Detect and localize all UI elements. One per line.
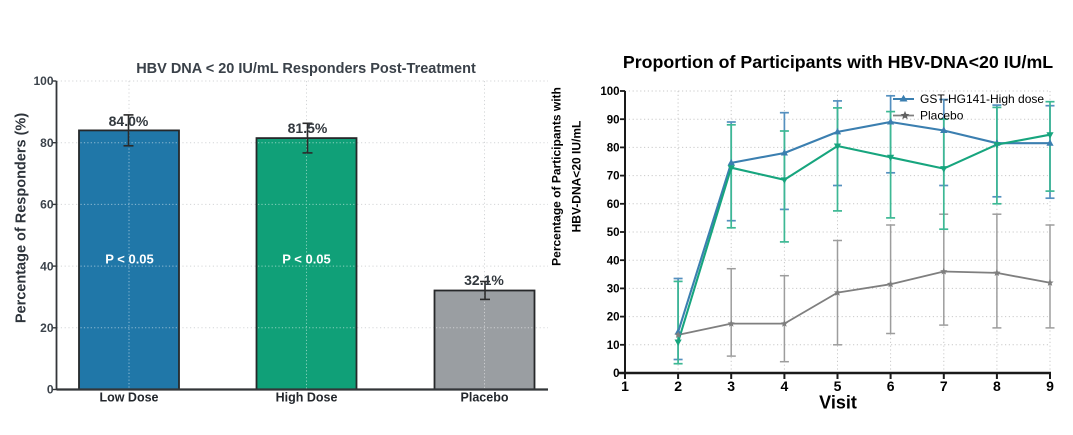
svg-text:90: 90 — [607, 114, 620, 126]
svg-text:3: 3 — [727, 378, 735, 394]
svg-text:High Dose: High Dose — [276, 391, 338, 405]
svg-text:50: 50 — [607, 227, 620, 239]
svg-text:100: 100 — [33, 74, 53, 88]
svg-text:Placebo: Placebo — [461, 391, 509, 405]
svg-text:20: 20 — [40, 321, 54, 335]
svg-text:32.1%: 32.1% — [464, 272, 504, 288]
svg-text:100: 100 — [600, 86, 619, 98]
svg-text:P < 0.05: P < 0.05 — [282, 252, 331, 267]
svg-text:0: 0 — [613, 368, 619, 380]
svg-text:40: 40 — [607, 255, 620, 267]
svg-text:2: 2 — [674, 378, 682, 394]
svg-text:HBV DNA < 20 IU/mL Responders: HBV DNA < 20 IU/mL Responders Post-Treat… — [136, 61, 476, 77]
svg-text:Placebo: Placebo — [920, 109, 964, 123]
svg-text:9: 9 — [1046, 378, 1054, 394]
svg-text:8: 8 — [993, 378, 1001, 394]
svg-text:Low Dose: Low Dose — [99, 391, 158, 405]
svg-text:Percentage of Responders (%): Percentage of Responders (%) — [14, 113, 30, 323]
svg-text:10: 10 — [607, 340, 620, 352]
svg-text:GST-HG141-High dose: GST-HG141-High dose — [920, 92, 1044, 106]
svg-text:Percentage of Participants wit: Percentage of Participants with — [550, 87, 564, 266]
svg-text:60: 60 — [607, 199, 620, 211]
svg-text:80: 80 — [607, 143, 620, 155]
svg-text:1: 1 — [621, 378, 629, 394]
svg-text:Visit: Visit — [819, 393, 857, 413]
svg-text:60: 60 — [40, 198, 54, 212]
svg-text:0: 0 — [47, 383, 54, 397]
svg-text:P < 0.05: P < 0.05 — [105, 252, 154, 267]
svg-text:5: 5 — [834, 378, 842, 394]
svg-text:4: 4 — [781, 378, 789, 394]
svg-text:80: 80 — [40, 136, 54, 150]
svg-text:84.0%: 84.0% — [109, 113, 149, 129]
svg-text:6: 6 — [887, 378, 895, 394]
svg-text:40: 40 — [40, 259, 54, 273]
svg-text:70: 70 — [607, 171, 620, 183]
svg-text:Proportion of Participants wit: Proportion of Participants with HBV-DNA<… — [623, 52, 1053, 72]
svg-text:7: 7 — [940, 378, 948, 394]
svg-text:HBV-DNA<20 IU/mL: HBV-DNA<20 IU/mL — [570, 121, 584, 233]
svg-text:30: 30 — [607, 284, 620, 296]
svg-text:20: 20 — [607, 312, 620, 324]
svg-text:81.5%: 81.5% — [288, 120, 328, 136]
